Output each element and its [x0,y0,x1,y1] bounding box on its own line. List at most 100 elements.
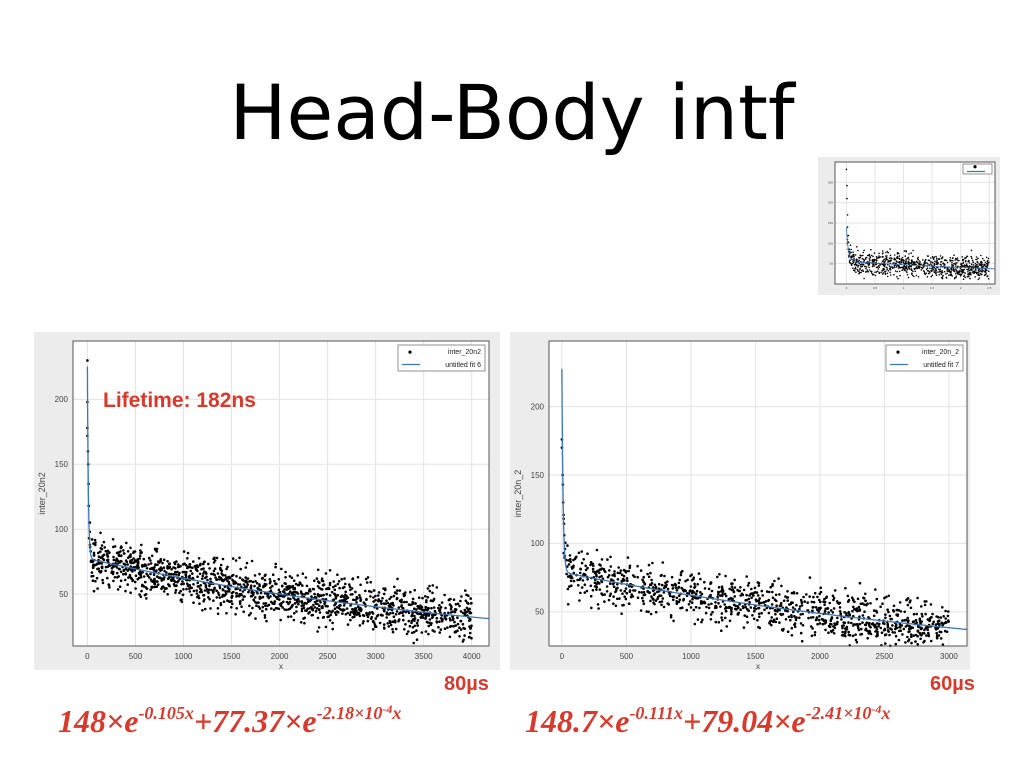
data-point [875,266,878,269]
data-point [741,593,745,597]
data-point [97,555,101,558]
data-point [318,586,321,590]
data-point [231,578,234,582]
data-point [838,606,842,609]
data-point [221,557,225,561]
data-point [221,588,225,591]
data-point [438,603,441,607]
data-point [863,260,865,263]
data-point [959,265,961,268]
data-point [151,580,155,584]
grid [835,162,995,284]
data-point [302,606,306,610]
data-point [883,258,886,261]
data-point [898,267,901,269]
data-point [218,596,222,599]
data-point [404,623,407,626]
data-point [677,585,681,589]
data-point [986,269,988,272]
data-point [856,268,859,271]
data-point [915,621,918,624]
data-point [873,624,876,628]
data-point [92,551,96,555]
data-point [226,576,229,579]
data-point [931,612,934,616]
data-point [448,617,452,620]
data-point [239,600,242,603]
data-point [174,588,178,592]
data-point [851,634,855,638]
data-point [364,577,368,581]
data-point [656,590,659,594]
data-point [199,562,202,566]
data-point [908,601,912,604]
data-point [868,630,872,634]
data-point [898,255,901,257]
data-point [424,595,427,598]
data-point [238,588,242,592]
data-point [791,606,795,609]
legend-marker-points [408,350,412,354]
data-point [149,559,152,562]
data-point [379,599,382,603]
x-tick-label: 3500 [415,652,433,661]
data-point [919,626,922,629]
data-point [184,573,187,576]
data-point [132,550,136,554]
data-point [106,576,109,580]
x-tick-label: 1.5 [930,286,935,290]
data-point [929,263,932,265]
data-point [924,258,927,261]
data-point [700,602,704,605]
data-point [464,599,468,603]
data-point [731,582,734,585]
data-point [891,631,894,634]
data-point [467,594,470,598]
data-point [219,602,223,605]
data-point [886,258,889,261]
data-point [925,634,928,637]
data-point [236,583,240,586]
data-point [944,609,947,613]
data-point [349,604,352,607]
data-point [437,625,440,629]
data-point [409,590,412,594]
data-point [951,261,953,264]
data-point [745,575,748,578]
data-point [208,597,211,601]
data-point [416,624,420,627]
data-point [794,616,797,619]
data-point [846,600,850,603]
data-point [960,268,963,271]
data-point [932,268,935,271]
data-point [304,576,308,579]
data-point [850,264,853,267]
data-point [288,607,292,610]
data-point [244,566,248,569]
data-point [179,589,182,593]
data-point [695,589,699,593]
data-point [140,551,143,554]
data-point [933,271,936,274]
data-point [650,578,653,582]
data-point [933,256,936,258]
data-point [428,618,432,621]
data-point [292,596,295,599]
data-point [92,566,95,569]
data-point [176,565,180,569]
data-point [251,580,255,584]
formula-left-k2: -2.18×10 [316,703,383,723]
data-point [821,622,825,626]
data-point [829,609,833,612]
data-point [900,624,904,627]
data-point [396,577,399,581]
data-point [247,613,251,617]
data-point [728,587,731,591]
data-point [957,273,960,275]
data-point [219,568,223,572]
data-point [974,262,977,265]
data-point [894,270,897,272]
data-point [660,573,663,577]
data-point [209,577,212,581]
data-point [195,589,198,592]
